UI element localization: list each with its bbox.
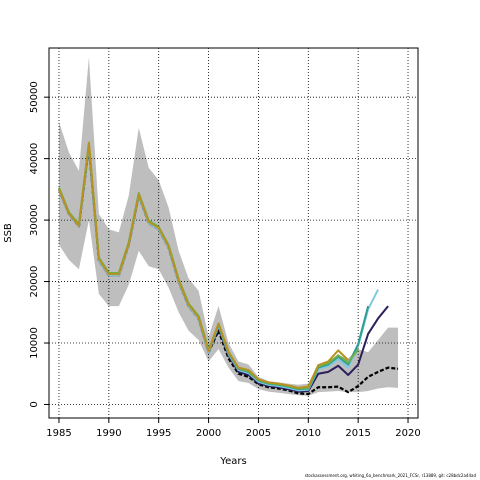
x-axis-label: Years (219, 456, 246, 467)
confidence-band-area (58, 57, 399, 396)
y-axis: 0 10000 20000 30000 40000 50000 (29, 81, 49, 408)
x-tick-label: 2020 (395, 428, 420, 439)
series-line-5 (58, 141, 349, 389)
y-tick-label: 0 (29, 401, 40, 407)
x-tick-label: 1985 (46, 428, 71, 439)
x-tick-label: 2005 (246, 428, 271, 439)
plot-frame (48, 47, 419, 419)
x-tick-label: 2010 (296, 428, 321, 439)
confidence-band (58, 57, 399, 396)
y-tick-label: 50000 (29, 81, 40, 113)
x-tick-label: 1990 (96, 428, 121, 439)
y-tick-label: 20000 (29, 266, 40, 298)
x-tick-label: 2015 (345, 428, 370, 439)
series-lines (57, 141, 399, 396)
footer-credit: stockassessment.org, whiting_6a_benchmar… (304, 473, 476, 478)
y-tick-label: 10000 (29, 327, 40, 359)
x-tick-label: 2000 (196, 428, 221, 439)
x-tick-label: 1995 (146, 428, 171, 439)
x-axis: 1985 1990 1995 2000 2005 2010 2015 2020 (46, 418, 421, 439)
y-axis-label: SSB (3, 223, 14, 243)
y-tick-label: 30000 (29, 204, 40, 236)
y-tick-label: 40000 (29, 143, 40, 175)
